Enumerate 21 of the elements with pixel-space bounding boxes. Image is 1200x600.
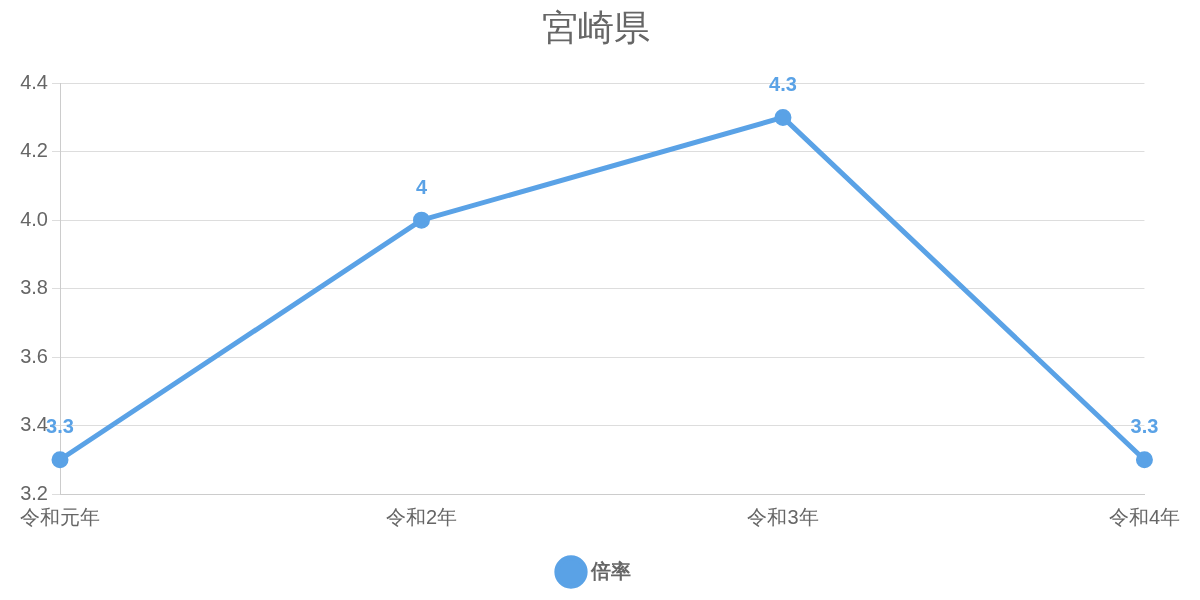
point xyxy=(51,451,69,469)
data-label: 3.3 xyxy=(46,415,74,438)
y-tick-label: 3.8 xyxy=(20,276,48,299)
data-label: 4.3 xyxy=(769,72,797,95)
y-tick-label: 4.2 xyxy=(20,139,48,162)
x-tick-label: 令和元年 xyxy=(20,505,100,528)
chart-title: 宮崎県 xyxy=(542,6,650,48)
y-tick-label: 3.6 xyxy=(20,344,48,367)
x-tick-label: 令和4年 xyxy=(1108,505,1180,528)
point xyxy=(1135,451,1153,469)
y-tick-label: 3.4 xyxy=(20,413,48,436)
data-label: 3.3 xyxy=(1130,415,1159,438)
x-tick-label: 令和3年 xyxy=(747,505,819,528)
point xyxy=(774,108,792,126)
legend-label: 倍率 xyxy=(590,559,631,582)
x-tick-label: 令和2年 xyxy=(385,505,458,528)
y-tick-label: 3.2 xyxy=(20,481,48,504)
y-tick-label: 4.4 xyxy=(20,70,48,93)
data-label: 4 xyxy=(415,175,428,198)
y-tick-label: 4.0 xyxy=(20,207,48,230)
point xyxy=(412,211,430,229)
